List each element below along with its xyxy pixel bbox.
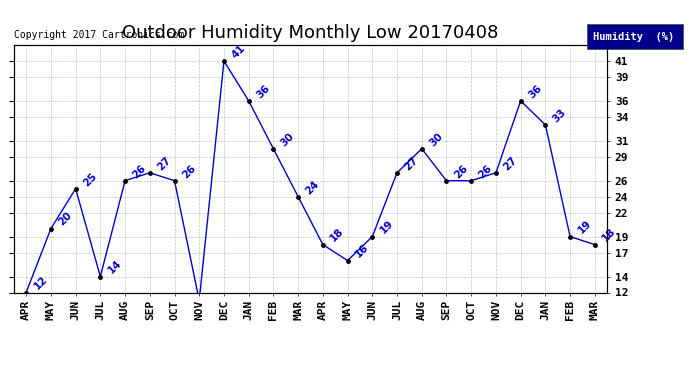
Text: 14: 14 [106,258,124,276]
Text: 20: 20 [57,210,74,228]
Text: 33: 33 [551,107,569,124]
Text: 12: 12 [32,274,49,292]
Text: 26: 26 [477,163,494,180]
Text: 36: 36 [526,83,544,100]
Text: 36: 36 [254,83,272,100]
Text: 30: 30 [279,131,296,148]
Text: 30: 30 [427,131,444,148]
Text: 27: 27 [502,154,519,172]
Text: 27: 27 [155,154,172,172]
Text: 25: 25 [81,171,99,188]
Text: 26: 26 [452,163,469,180]
Text: 27: 27 [402,154,420,172]
Text: 24: 24 [304,178,321,196]
Text: 41: 41 [230,43,247,60]
Text: 11: 11 [0,374,1,375]
Text: 26: 26 [130,163,148,180]
Text: Copyright 2017 Cartronics.com: Copyright 2017 Cartronics.com [14,30,184,40]
Text: 26: 26 [180,163,197,180]
Text: 19: 19 [575,219,593,236]
Text: 19: 19 [378,219,395,236]
Text: 18: 18 [600,226,618,244]
Text: 18: 18 [328,226,346,244]
Title: Outdoor Humidity Monthly Low 20170408: Outdoor Humidity Monthly Low 20170408 [122,24,499,42]
Text: Humidity  (%): Humidity (%) [593,32,675,42]
Text: 16: 16 [353,243,371,260]
